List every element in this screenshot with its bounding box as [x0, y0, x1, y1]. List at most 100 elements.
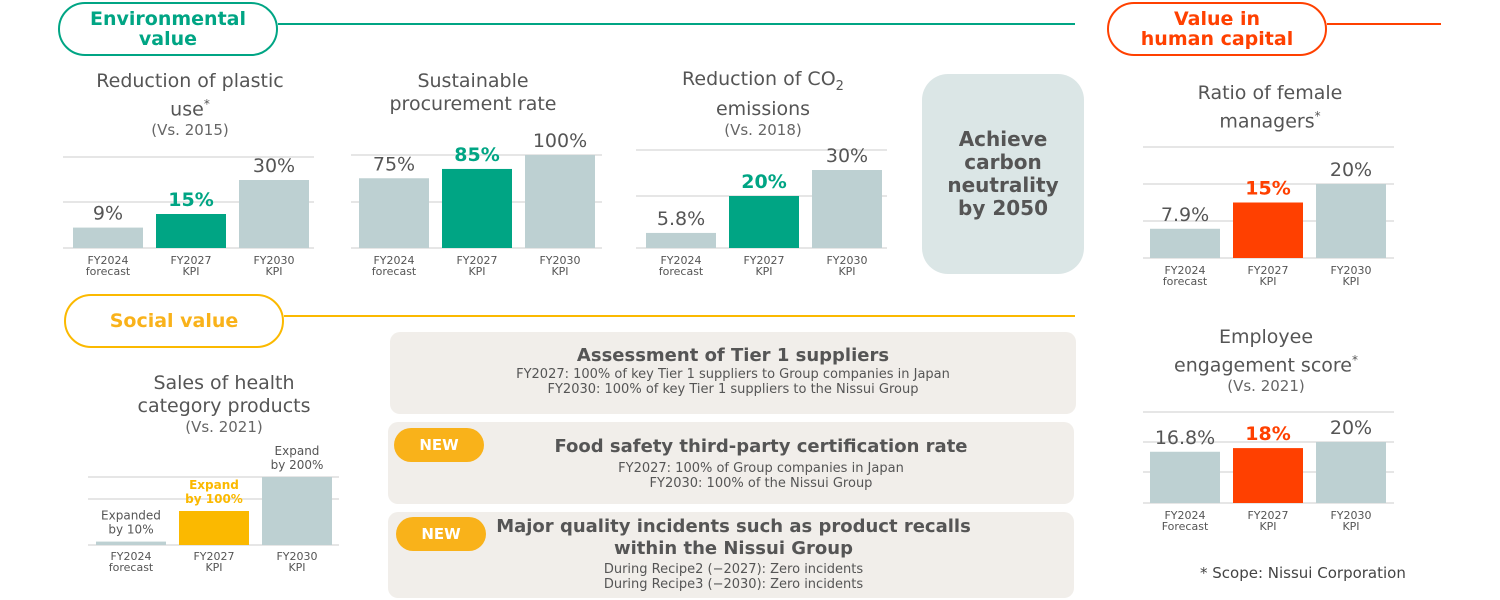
value-label: 30% — [253, 155, 295, 177]
engagement-scope-mark: * — [1351, 353, 1358, 367]
co2-title: Reduction of CO2 emissions (Vs. 2018) — [633, 68, 893, 139]
value-label: 100% — [533, 130, 587, 152]
co2-title-line2: emissions — [715, 97, 811, 120]
category-label: FY2024 forecast — [372, 254, 417, 278]
value-label: Expanded by 10% — [101, 509, 161, 537]
new-badge: NEW — [396, 517, 486, 551]
social-value-label: Social value — [109, 310, 239, 332]
value-label: 75% — [373, 153, 415, 175]
category-label: FY2027 KPI — [170, 254, 211, 278]
bar — [179, 511, 249, 545]
category-label: FY2030 KPI — [276, 550, 317, 574]
environmental-divider — [278, 23, 1075, 25]
category-label: FY2027 KPI — [1247, 509, 1288, 533]
tier1-card-line-1: FY2027: 100% of key Tier 1 suppliers to … — [516, 367, 950, 382]
value-label: 16.8% — [1155, 427, 1215, 449]
plastic-subtitle: (Vs. 2015) — [151, 121, 229, 140]
bar — [73, 227, 143, 248]
health-title-line1: Sales of health — [153, 372, 295, 394]
carbon-neutrality-box: Achieve carbon neutrality by 2050 — [922, 74, 1084, 274]
category-label: FY2030 KPI — [826, 254, 867, 278]
quality-card-title: Major quality incidents such as product … — [496, 516, 971, 559]
value-label: 7.9% — [1161, 204, 1209, 226]
bar — [96, 541, 166, 545]
social-divider — [284, 315, 1075, 317]
human-capital-divider — [1327, 23, 1441, 25]
carbon-neutrality-text: Achieve carbon neutrality by 2050 — [947, 127, 1059, 220]
category-label: FY2027 KPI — [1247, 264, 1288, 288]
value-label: 18% — [1245, 423, 1290, 445]
value-label: 20% — [1330, 417, 1372, 439]
value-label: 15% — [1245, 178, 1290, 200]
co2-subtitle: (Vs. 2018) — [724, 120, 802, 139]
human-capital-label: Value in human capital — [1140, 8, 1294, 50]
food-safety-card-line-2: FY2030: 100% of the Nissui Group — [649, 476, 873, 491]
health-chart: Expanded by 10% FY2024 forecast Expand by 100… — [88, 444, 339, 574]
category-label: FY2027 KPI — [456, 254, 497, 278]
female-chart: 7.9% FY2024 forecast 15% FY2027 KPI 20% FY2030 K… — [1143, 146, 1394, 288]
value-label: Expand by 100% — [185, 478, 243, 506]
food-safety-card: NEW Food safety third-party certificatio… — [388, 422, 1074, 504]
engagement-title: Employee engagement score* (Vs. 2021) — [1136, 326, 1396, 395]
human-capital-heading: Value in human capital — [1107, 2, 1327, 56]
plastic-title-line1: Reduction of plastic — [96, 70, 284, 92]
bar — [359, 178, 429, 248]
bar — [1150, 228, 1220, 258]
environmental-value-label: Environmental value — [90, 8, 246, 50]
tier1-assessment-card: Assessment of Tier 1 suppliers FY2027: 1… — [390, 332, 1076, 414]
value-label: 5.8% — [657, 208, 705, 230]
engagement-subtitle: (Vs. 2021) — [1227, 377, 1305, 396]
new-badge: NEW — [394, 428, 484, 462]
engagement-title-line2: engagement score — [1174, 354, 1352, 377]
category-label: FY2030 KPI — [1330, 509, 1371, 533]
bar — [1316, 442, 1386, 503]
engagement-title-line1: Employee — [1218, 326, 1314, 348]
category-label: FY2027 KPI — [193, 550, 234, 574]
bar — [1233, 202, 1303, 258]
plastic-scope-mark: * — [203, 97, 210, 111]
bar — [442, 168, 512, 248]
category-label: FY2024 forecast — [86, 254, 131, 278]
value-label: 85% — [454, 144, 499, 166]
procurement-title-line2: procurement rate — [389, 93, 557, 115]
engagement-chart: 16.8% FY2024 Forecast 18% FY2027 KPI 20% FY2030… — [1143, 411, 1394, 533]
plastic-title: Reduction of plastic use* (Vs. 2015) — [60, 70, 320, 139]
quality-incidents-card: NEW Major quality incidents such as prod… — [388, 512, 1074, 598]
bar — [239, 180, 309, 248]
procurement-title-line1: Sustainable — [417, 70, 529, 92]
category-label: FY2030 KPI — [253, 254, 294, 278]
food-safety-card-title: Food safety third-party certification ra… — [554, 436, 968, 457]
plastic-title-line2: use — [170, 98, 204, 121]
bar — [525, 155, 595, 248]
tier1-card-title: Assessment of Tier 1 suppliers — [576, 345, 890, 366]
food-safety-card-line-1: FY2027: 100% of Group companies in Japan — [618, 461, 904, 476]
co2-title-text: Reduction of CO — [682, 68, 836, 90]
bar — [729, 196, 799, 248]
female-title-line1: Ratio of female — [1197, 82, 1343, 104]
category-label: FY2024 forecast — [659, 254, 704, 278]
category-label: FY2024 forecast — [1163, 264, 1208, 288]
co2-subscript: 2 — [835, 78, 844, 94]
health-subtitle: (Vs. 2021) — [185, 418, 263, 436]
co2-chart: 5.8% FY2024 forecast 20% FY2027 KPI 30% FY2030 K… — [636, 145, 887, 278]
bar — [262, 477, 332, 545]
female-title: Ratio of female managers* — [1140, 82, 1400, 133]
tier1-card-line-2: FY2030: 100% of key Tier 1 suppliers to … — [547, 382, 919, 397]
bar — [646, 232, 716, 248]
category-label: FY2024 forecast — [109, 550, 154, 574]
category-label: FY2024 Forecast — [1162, 509, 1209, 533]
social-value-heading: Social value — [64, 294, 284, 348]
procurement-title: Sustainable procurement rate — [348, 70, 598, 116]
bar — [1150, 451, 1220, 503]
quality-card-line-1: During Recipe2 (−2027): Zero incidents — [603, 562, 864, 577]
value-label: 9% — [93, 203, 123, 225]
scope-footnote: * Scope: Nissui Corporation — [1200, 564, 1406, 582]
value-label: Expand by 200% — [271, 444, 324, 472]
value-label: 20% — [741, 171, 786, 193]
bar — [1316, 184, 1386, 258]
female-title-line2: managers — [1219, 110, 1315, 133]
value-label: 15% — [168, 189, 213, 211]
female-scope-mark: * — [1314, 109, 1321, 123]
health-title: Sales of health category products (Vs. 2… — [94, 372, 354, 436]
quality-card-line-2: During Recipe3 (−2030): Zero incidents — [603, 577, 864, 592]
